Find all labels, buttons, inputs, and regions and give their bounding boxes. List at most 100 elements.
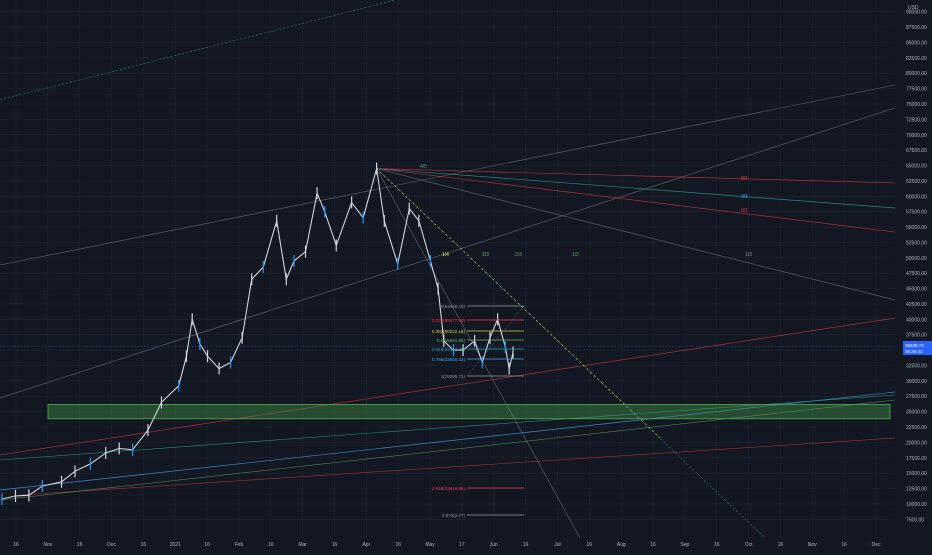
fan-label: 4/5: [420, 164, 427, 170]
fan-label: 1/3: [482, 252, 489, 258]
time-tick-label: 16: [77, 542, 83, 548]
time-tick-label: 16: [841, 542, 847, 548]
price-tick-label: 10000.00: [906, 502, 927, 508]
price-tick-label: 82500.00: [906, 56, 927, 62]
trend-line[interactable]: [0, 317, 896, 456]
time-tick-label: Dec: [107, 542, 116, 548]
fan-line[interactable]: [376, 168, 581, 539]
time-tick-label: Feb: [235, 542, 244, 548]
trend-line[interactable]: [0, 399, 896, 501]
price-series: [0, 162, 895, 505]
time-tick-label: 16: [204, 542, 210, 548]
time-tick-label: May: [425, 542, 435, 548]
price-tick-label: 90000.00: [906, 10, 927, 16]
price-tick-label: 32500.00: [906, 363, 927, 369]
price-tick-label: 62500.00: [906, 179, 927, 185]
time-tick-label: 2021: [170, 542, 181, 548]
price-tick-label: 30000.00: [906, 379, 927, 385]
trend-line[interactable]: [0, 107, 896, 399]
time-tick-label: Jul: [554, 542, 560, 548]
fan-line[interactable]: [376, 168, 661, 439]
price-tick-label: 17500.00: [906, 456, 927, 462]
price-tick-label: 72500.00: [906, 117, 927, 123]
gann-label: 8/1: [741, 176, 748, 182]
price-tag-bg: [903, 341, 932, 355]
price-tick-label: 65000.00: [906, 164, 927, 170]
grid-lines: [0, 0, 895, 538]
trend-line[interactable]: [0, 391, 896, 491]
price-axis[interactable]: USD 90000.00 87500.00 85000.00 82500.00 8000…: [896, 0, 932, 538]
time-tick-label: 16: [268, 542, 274, 548]
gann-label: 6/1: [741, 208, 748, 214]
fib-level-label: 0(64528.18): [441, 304, 466, 309]
price-tick-label: 50000.00: [906, 256, 927, 262]
time-tick-label: Nov: [43, 542, 52, 548]
time-tick-label: Dec: [872, 542, 881, 548]
gann-line[interactable]: [376, 168, 896, 301]
price-tick-label: 75000.00: [906, 102, 927, 108]
price-tick-label: 87500.00: [906, 25, 927, 31]
time-tick-label: 16: [778, 542, 784, 548]
price-line: [1, 168, 514, 500]
fan-label: 2/3: [515, 252, 522, 258]
time-tick-label: Nov: [808, 542, 817, 548]
support-zone-box[interactable]: [47, 404, 891, 420]
fib-level-label: 1(29295.71): [441, 374, 466, 379]
price-tick-label: 12500.00: [906, 487, 927, 493]
gann-line[interactable]: [376, 168, 896, 233]
price-tick-label: 85000.00: [906, 40, 927, 46]
fib-level-label: 0.382(50222.16): [432, 329, 466, 334]
price-tick-label: 80000.00: [906, 71, 927, 77]
time-tick-label: 16: [523, 542, 529, 548]
gann-line[interactable]: [376, 168, 896, 209]
current-price-value: 35639.74: [905, 343, 924, 348]
price-tick-label: 7500.00: [906, 517, 924, 523]
price-axis-bg: [896, 0, 932, 538]
time-tick-label: 17: [459, 542, 465, 548]
time-tick-label: Sep: [680, 542, 689, 548]
gann-line[interactable]: [376, 168, 896, 184]
trend-line[interactable]: [0, 84, 896, 266]
time-tick-label: 16: [13, 542, 19, 548]
time-tick-label: 16: [650, 542, 656, 548]
time-tick-label: Aug: [617, 542, 626, 548]
time-tick-label: Apr: [362, 542, 370, 548]
price-tick-label: 20000.00: [906, 440, 927, 446]
currency-label: USD: [908, 5, 919, 11]
price-tick-label: 60000.00: [906, 194, 927, 200]
support-zone[interactable]: [47, 404, 891, 420]
fan-line[interactable]: [376, 168, 766, 539]
time-tick-label: 16: [332, 542, 338, 548]
price-tick-label: 55000.00: [906, 225, 927, 231]
price-tick-label: 47500.00: [906, 271, 927, 277]
fan-label: 1/2: [572, 252, 579, 258]
time-tick-label: 16: [714, 542, 720, 548]
current-price-countdown: 05:30:42: [905, 349, 923, 354]
price-tick-label: 15000.00: [906, 471, 927, 477]
time-tick-label: Mar: [298, 542, 307, 548]
fib-extension-label: 3.872(2.77): [442, 513, 466, 518]
price-tick-label: 45000.00: [906, 287, 927, 293]
drawing-tools-layer[interactable]: [0, 0, 896, 539]
time-axis-bg: [0, 538, 932, 550]
drawing-labels: 4/5 1/4 1/3 2/3 1/2 1/3 8/1 3/1 6/1: [420, 164, 752, 258]
price-tick-label: 67500.00: [906, 148, 927, 154]
time-tick-label: Oct: [745, 542, 753, 548]
trend-line[interactable]: [0, 394, 896, 461]
fib-retracement[interactable]: 0(64528.18) 0.236(55677.98) 0.382(50222.16…: [432, 304, 525, 518]
trend-line[interactable]: [19, 437, 896, 496]
price-tick-label: 42500.00: [906, 302, 927, 308]
price-tick-label: 37500.00: [906, 333, 927, 339]
gann-label: 3/1: [741, 194, 748, 200]
time-tick-label: 16: [141, 542, 147, 548]
fib-trend-line[interactable]: [466, 305, 525, 377]
price-tick-label: 52500.00: [906, 240, 927, 246]
fan-label: 1/3: [745, 252, 752, 258]
time-tick-label: 16: [395, 542, 401, 548]
time-axis[interactable]: 16 Nov 16 Dec 16 2021 16 Feb 16 Mar 16 Apr 16 May 17 Ju…: [0, 538, 932, 550]
price-tick-label: 27500.00: [906, 394, 927, 400]
price-tick-label: 25000.00: [906, 410, 927, 416]
fib-level-label: 0.5(45691.95): [437, 338, 466, 343]
